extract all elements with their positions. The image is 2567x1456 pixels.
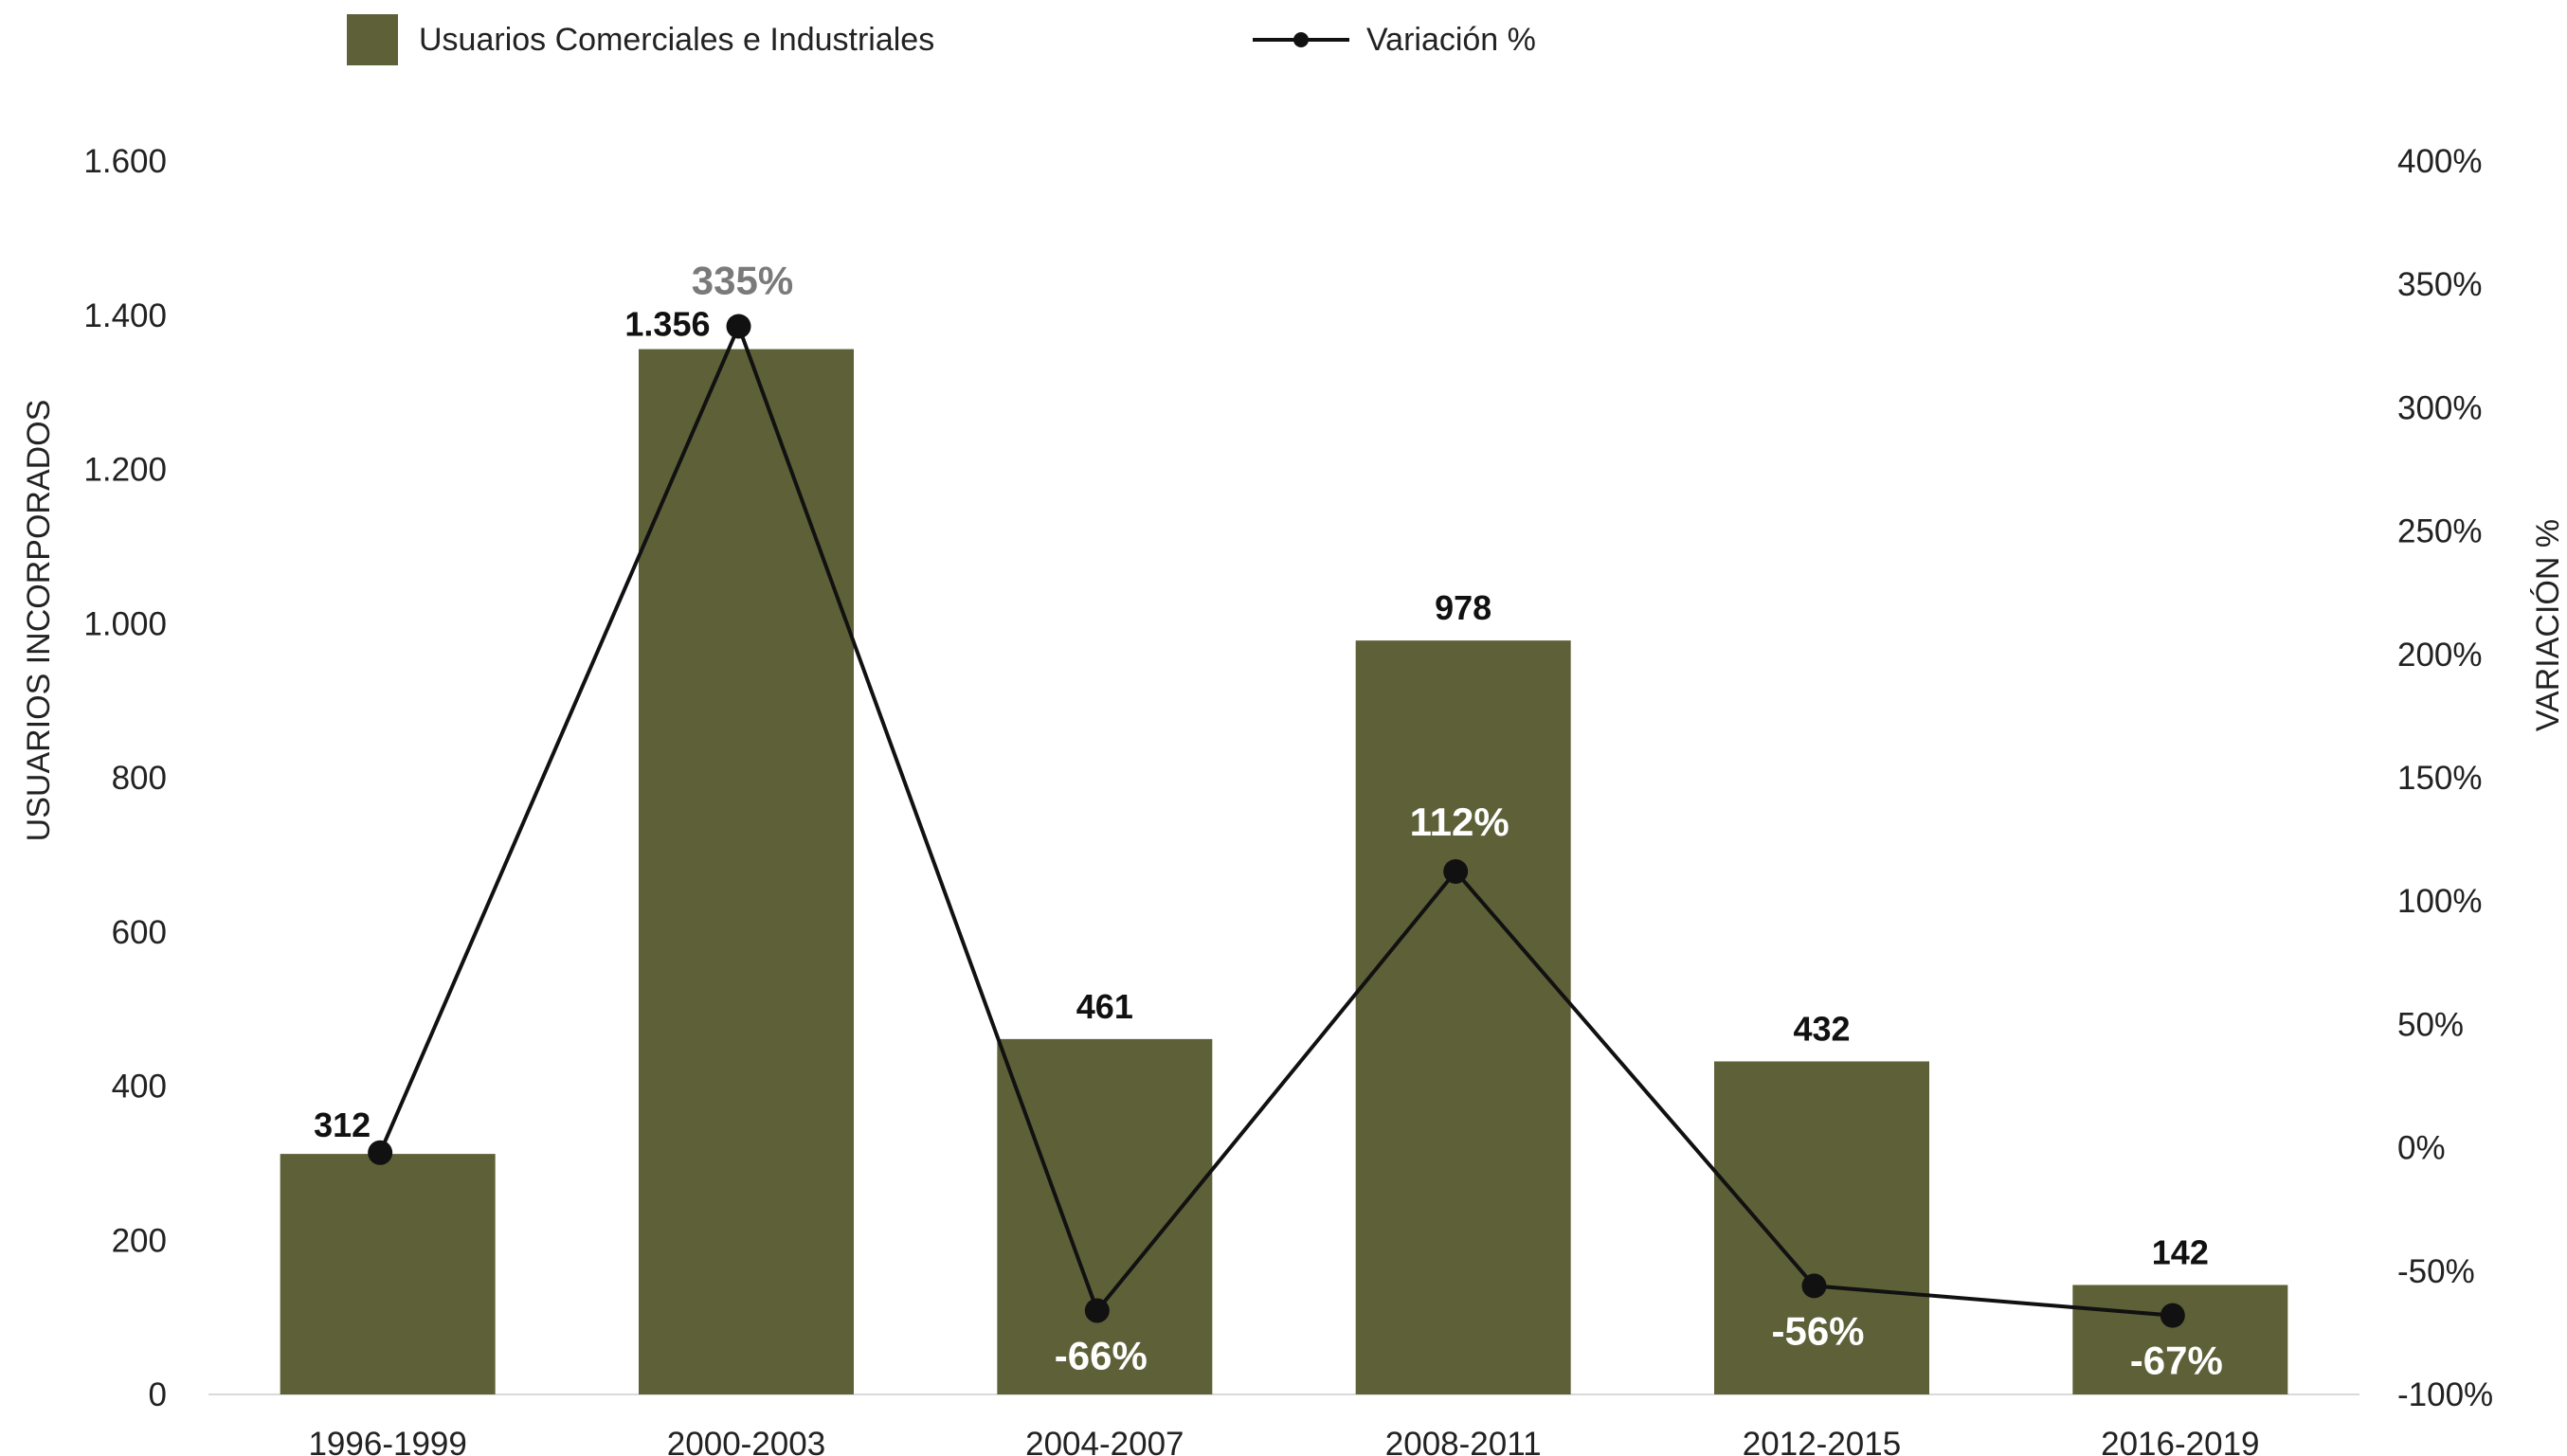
y2-axis-title: VARIACIÓN % <box>2530 519 2566 731</box>
y2-tick-label: 400% <box>2397 143 2483 180</box>
variation-value-label: 112% <box>1410 800 1509 844</box>
variation-value-label: -66% <box>1055 1333 1148 1377</box>
bar-value-label: 1.356 <box>624 305 710 344</box>
y2-tick-label: 250% <box>2397 513 2483 550</box>
x-tick-label: 2004-2007 <box>1025 1426 1184 1456</box>
legend-line-swatch <box>1253 32 1349 47</box>
line-marker <box>368 1140 393 1165</box>
y-tick-label: 400 <box>112 1069 167 1105</box>
variation-value-label: -67% <box>2130 1339 2223 1383</box>
line-marker <box>1801 1273 1827 1299</box>
bar-value-label: 432 <box>1793 1009 1850 1048</box>
y2-tick-label: 100% <box>2397 883 2483 920</box>
y-axis-title: USUARIOS INCORPORADOS <box>21 400 57 842</box>
y-tick-label: 1.600 <box>83 143 167 180</box>
bar <box>1714 1061 1929 1394</box>
bar <box>280 1154 496 1394</box>
y-tick-label: 600 <box>112 914 167 951</box>
x-tick-label: 2008-2011 <box>1385 1426 1542 1456</box>
x-tick-label: 1996-1999 <box>308 1426 466 1456</box>
y-tick-label: 200 <box>112 1222 167 1259</box>
y-tick-label: 0 <box>149 1376 167 1413</box>
y2-tick-label: 0% <box>2397 1130 2446 1167</box>
legend-bar-swatch <box>347 14 398 65</box>
y-tick-label: 1.400 <box>83 297 167 334</box>
bar-value-label: 461 <box>1076 987 1133 1026</box>
bar-value-label: 978 <box>1435 588 1491 627</box>
y-tick-label: 800 <box>112 760 167 797</box>
bar <box>2072 1285 2288 1394</box>
legend-line-label: Variación % <box>1366 21 1536 58</box>
y-tick-label: 1.200 <box>83 452 167 489</box>
y2-tick-label: 200% <box>2397 637 2483 674</box>
y2-tick-label: -50% <box>2397 1253 2475 1290</box>
variation-line <box>378 321 2173 1318</box>
legend-line-item: Variación % <box>1251 11 1536 68</box>
bar <box>997 1038 1213 1394</box>
y2-tick-label: 350% <box>2397 266 2483 303</box>
legend-bar-item: Usuarios Comerciales e Industriales <box>347 11 934 68</box>
variation-value-label: -56% <box>1771 1308 1864 1353</box>
y2-tick-label: 150% <box>2397 760 2483 797</box>
y2-tick-label: 50% <box>2397 1006 2464 1043</box>
y-tick-label: 1.000 <box>83 605 167 642</box>
y2-tick-label: -100% <box>2397 1376 2493 1413</box>
bar-value-label: 312 <box>314 1105 371 1144</box>
x-tick-label: 2012-2015 <box>1743 1426 1901 1456</box>
x-tick-label: 2016-2019 <box>2101 1426 2259 1456</box>
bar-value-label: 142 <box>2152 1232 2209 1271</box>
legend-bar-label: Usuarios Comerciales e Industriales <box>419 21 935 58</box>
x-tick-label: 2000-2003 <box>667 1426 825 1456</box>
y2-tick-label: 300% <box>2397 389 2483 426</box>
line-marker <box>726 314 751 339</box>
line-marker <box>1443 858 1469 884</box>
bar <box>639 349 854 1395</box>
variation-value-label: 335% <box>692 258 793 302</box>
line-marker <box>1084 1298 1110 1323</box>
bar <box>1355 640 1571 1394</box>
line-marker <box>2160 1303 2185 1328</box>
